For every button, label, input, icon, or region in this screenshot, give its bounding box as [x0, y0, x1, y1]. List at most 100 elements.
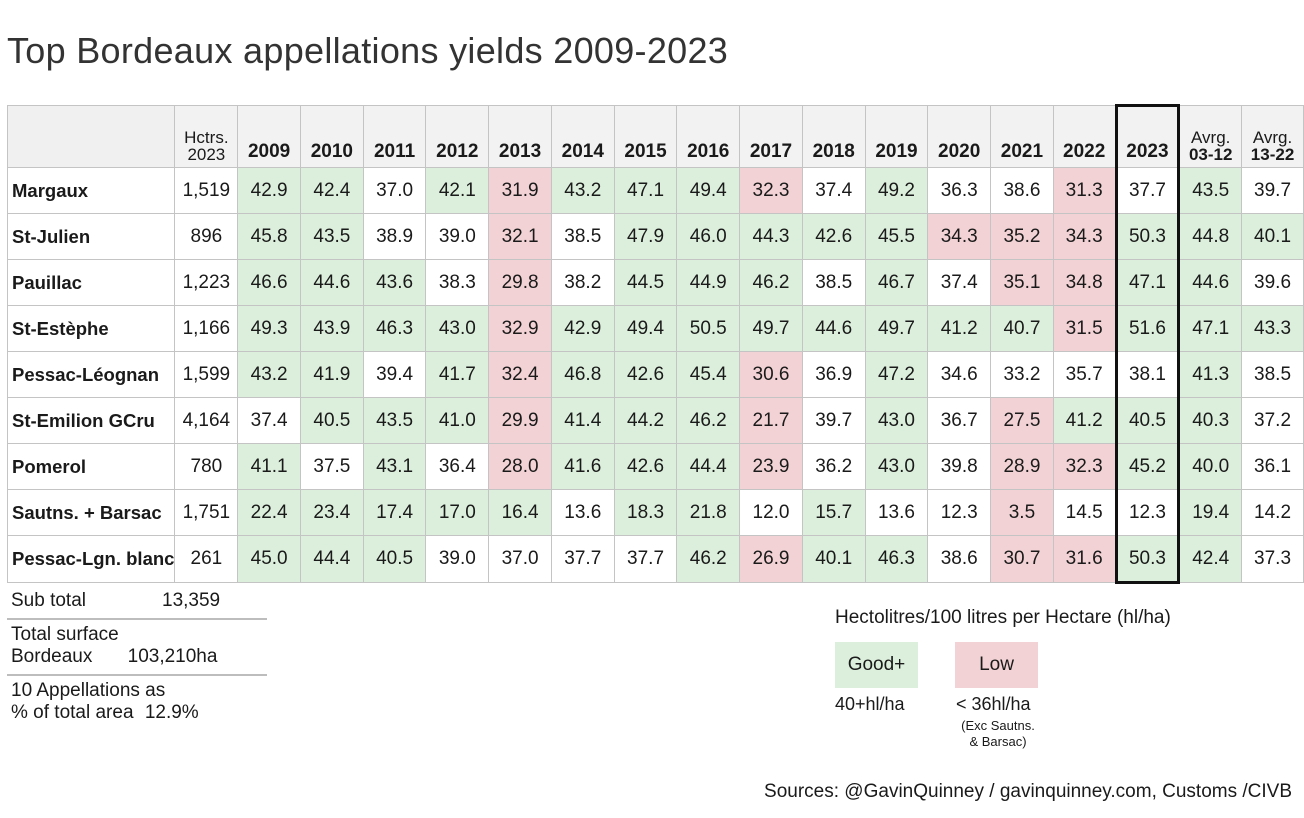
- yield-cell: 23.9: [739, 443, 803, 490]
- legend-low-desc: < 36hl/ha: [956, 694, 1031, 714]
- percent-row: 10 Appellations as % of total area 12.9%: [7, 678, 267, 728]
- yield-cell: 13.6: [550, 489, 615, 536]
- yield-cell: 43.2: [550, 167, 615, 214]
- yield-cell: 35.1: [990, 259, 1054, 306]
- yield-cell: 38.1: [1114, 351, 1181, 398]
- yield-cell: 39.0: [425, 213, 490, 260]
- column-header-2023: 2023: [1114, 104, 1181, 168]
- appellation-name: Pomerol: [6, 443, 176, 490]
- yield-cell: 36.1: [1241, 443, 1304, 490]
- table-row: Sautns. + Barsac 1,751 22.4 23.4 17.4 17.0 16.…: [6, 489, 1304, 536]
- legend-low-note: (Exc Sautns. & Barsac): [950, 718, 1046, 750]
- yield-cell: 28.0: [488, 443, 552, 490]
- divider: [7, 618, 267, 620]
- appellation-name: Pessac-Lgn. blanc: [6, 535, 176, 583]
- appellation-name: St-Estèphe: [6, 305, 176, 352]
- yield-cell: 43.5: [1178, 167, 1243, 214]
- yield-cell: 50.3: [1114, 213, 1181, 260]
- yield-cell: 46.2: [676, 397, 741, 444]
- yield-cell: 38.3: [425, 259, 490, 306]
- yield-cell: 29.8: [488, 259, 552, 306]
- yield-cell: 47.9: [613, 213, 678, 260]
- yield-cell: 13.6: [864, 489, 929, 536]
- yields-table-wrapper: Hctrs. 2023 2009 2010 2011 2012 2013 2014 2015 20…: [6, 104, 1304, 584]
- header-row: Hctrs. 2023 2009 2010 2011 2012 2013 2014 2015 20…: [6, 104, 1304, 168]
- column-header-2017: 2017: [739, 105, 803, 168]
- yield-cell: 41.3: [1178, 351, 1243, 398]
- yield-cell: 36.4: [425, 443, 490, 490]
- yield-cell: 34.6: [927, 351, 992, 398]
- yield-cell: 3.5: [990, 489, 1054, 536]
- yield-cell: 44.2: [613, 397, 678, 444]
- yield-cell: 49.2: [864, 167, 929, 214]
- appellation-name: Margaux: [6, 167, 176, 214]
- yield-cell: 47.1: [1178, 305, 1243, 352]
- yield-cell: 37.4: [237, 397, 301, 444]
- legend-good-desc: 40+hl/ha: [835, 694, 905, 714]
- yield-cell: 39.0: [425, 535, 490, 583]
- yield-cell: 17.0: [425, 489, 490, 536]
- column-header-line1: Hctrs.: [184, 128, 229, 147]
- yield-cell: 43.5: [300, 213, 364, 260]
- yield-cell: 34.3: [927, 213, 992, 260]
- yield-cell: 45.4: [676, 351, 741, 398]
- yield-cell: 41.4: [550, 397, 615, 444]
- yield-cell: 42.6: [613, 443, 678, 490]
- yield-cell: 43.0: [864, 443, 929, 490]
- appellation-name: Sautns. + Barsac: [6, 489, 176, 536]
- yield-cell: 34.8: [1052, 259, 1117, 306]
- yield-cell: 43.0: [425, 305, 490, 352]
- yield-cell: 38.5: [550, 213, 615, 260]
- appellation-name: St-Emilion GCru: [6, 397, 176, 444]
- yield-cell: 49.4: [676, 167, 741, 214]
- column-header-2019: 2019: [864, 105, 929, 168]
- yield-cell: 32.3: [739, 167, 803, 214]
- yield-cell: 45.5: [864, 213, 929, 260]
- yield-cell: 32.3: [1052, 443, 1117, 490]
- yield-cell: 39.8: [927, 443, 992, 490]
- yield-cell: 16.4: [488, 489, 552, 536]
- table-row: St-Estèphe 1,166 49.3 43.9 46.3 43.0 32.9 42.9 4…: [6, 305, 1304, 352]
- yield-cell: 38.5: [1241, 351, 1304, 398]
- column-header-avg1322: Avrg. 13-22: [1241, 105, 1304, 168]
- yield-cell: 42.1: [425, 167, 490, 214]
- column-header-2014: 2014: [550, 105, 615, 168]
- percent-value: 12.9%: [144, 702, 199, 723]
- yield-cell: 46.3: [362, 305, 427, 352]
- column-header-2010: 2010: [300, 105, 364, 168]
- yield-cell: 43.6: [362, 259, 427, 306]
- yield-cell: 780: [174, 443, 239, 490]
- yield-cell: 41.9: [300, 351, 364, 398]
- yield-cell: 40.0: [1178, 443, 1243, 490]
- yield-cell: 44.5: [613, 259, 678, 306]
- page-title: Top Bordeaux appellations yields 2009-20…: [7, 30, 729, 71]
- yield-cell: 37.0: [362, 167, 427, 214]
- yield-cell: 37.7: [613, 535, 678, 583]
- yield-cell: 27.5: [990, 397, 1054, 444]
- yield-cell: 37.5: [300, 443, 364, 490]
- table-row: Pessac-Lgn. blanc 261 45.0 44.4 40.5 39.0 37.0…: [6, 535, 1304, 584]
- legend-low-note-line2: & Barsac): [969, 734, 1027, 749]
- yield-cell: 43.3: [1241, 305, 1304, 352]
- header-corner: [6, 105, 176, 168]
- yield-cell: 46.2: [676, 535, 741, 583]
- yield-cell: 36.3: [927, 167, 992, 214]
- yield-cell: 32.9: [488, 305, 552, 352]
- yield-cell: 46.7: [864, 259, 929, 306]
- yield-cell: 50.3: [1114, 535, 1181, 584]
- percent-label-line1: 10 Appellations as: [11, 680, 166, 701]
- yield-cell: 42.6: [801, 213, 866, 260]
- column-header-2015: 2015: [613, 105, 678, 168]
- yield-cell: 47.1: [613, 167, 678, 214]
- legend-low-note-line1: (Exc Sautns.: [961, 718, 1035, 733]
- yield-cell: 4,164: [174, 397, 239, 444]
- yield-cell: 31.9: [488, 167, 552, 214]
- column-header-2013: 2013: [488, 105, 552, 168]
- yield-cell: 1,751: [174, 489, 239, 536]
- column-header-2011: 2011: [362, 105, 427, 168]
- sources-credit: Sources: @GavinQuinney / gavinquinney.co…: [764, 781, 1292, 802]
- yield-cell: 44.3: [739, 213, 803, 260]
- yield-cell: 26.9: [739, 535, 803, 583]
- yield-cell: 41.1: [237, 443, 301, 490]
- legend-title: Hectolitres/100 litres per Hectare (hl/h…: [835, 607, 1171, 628]
